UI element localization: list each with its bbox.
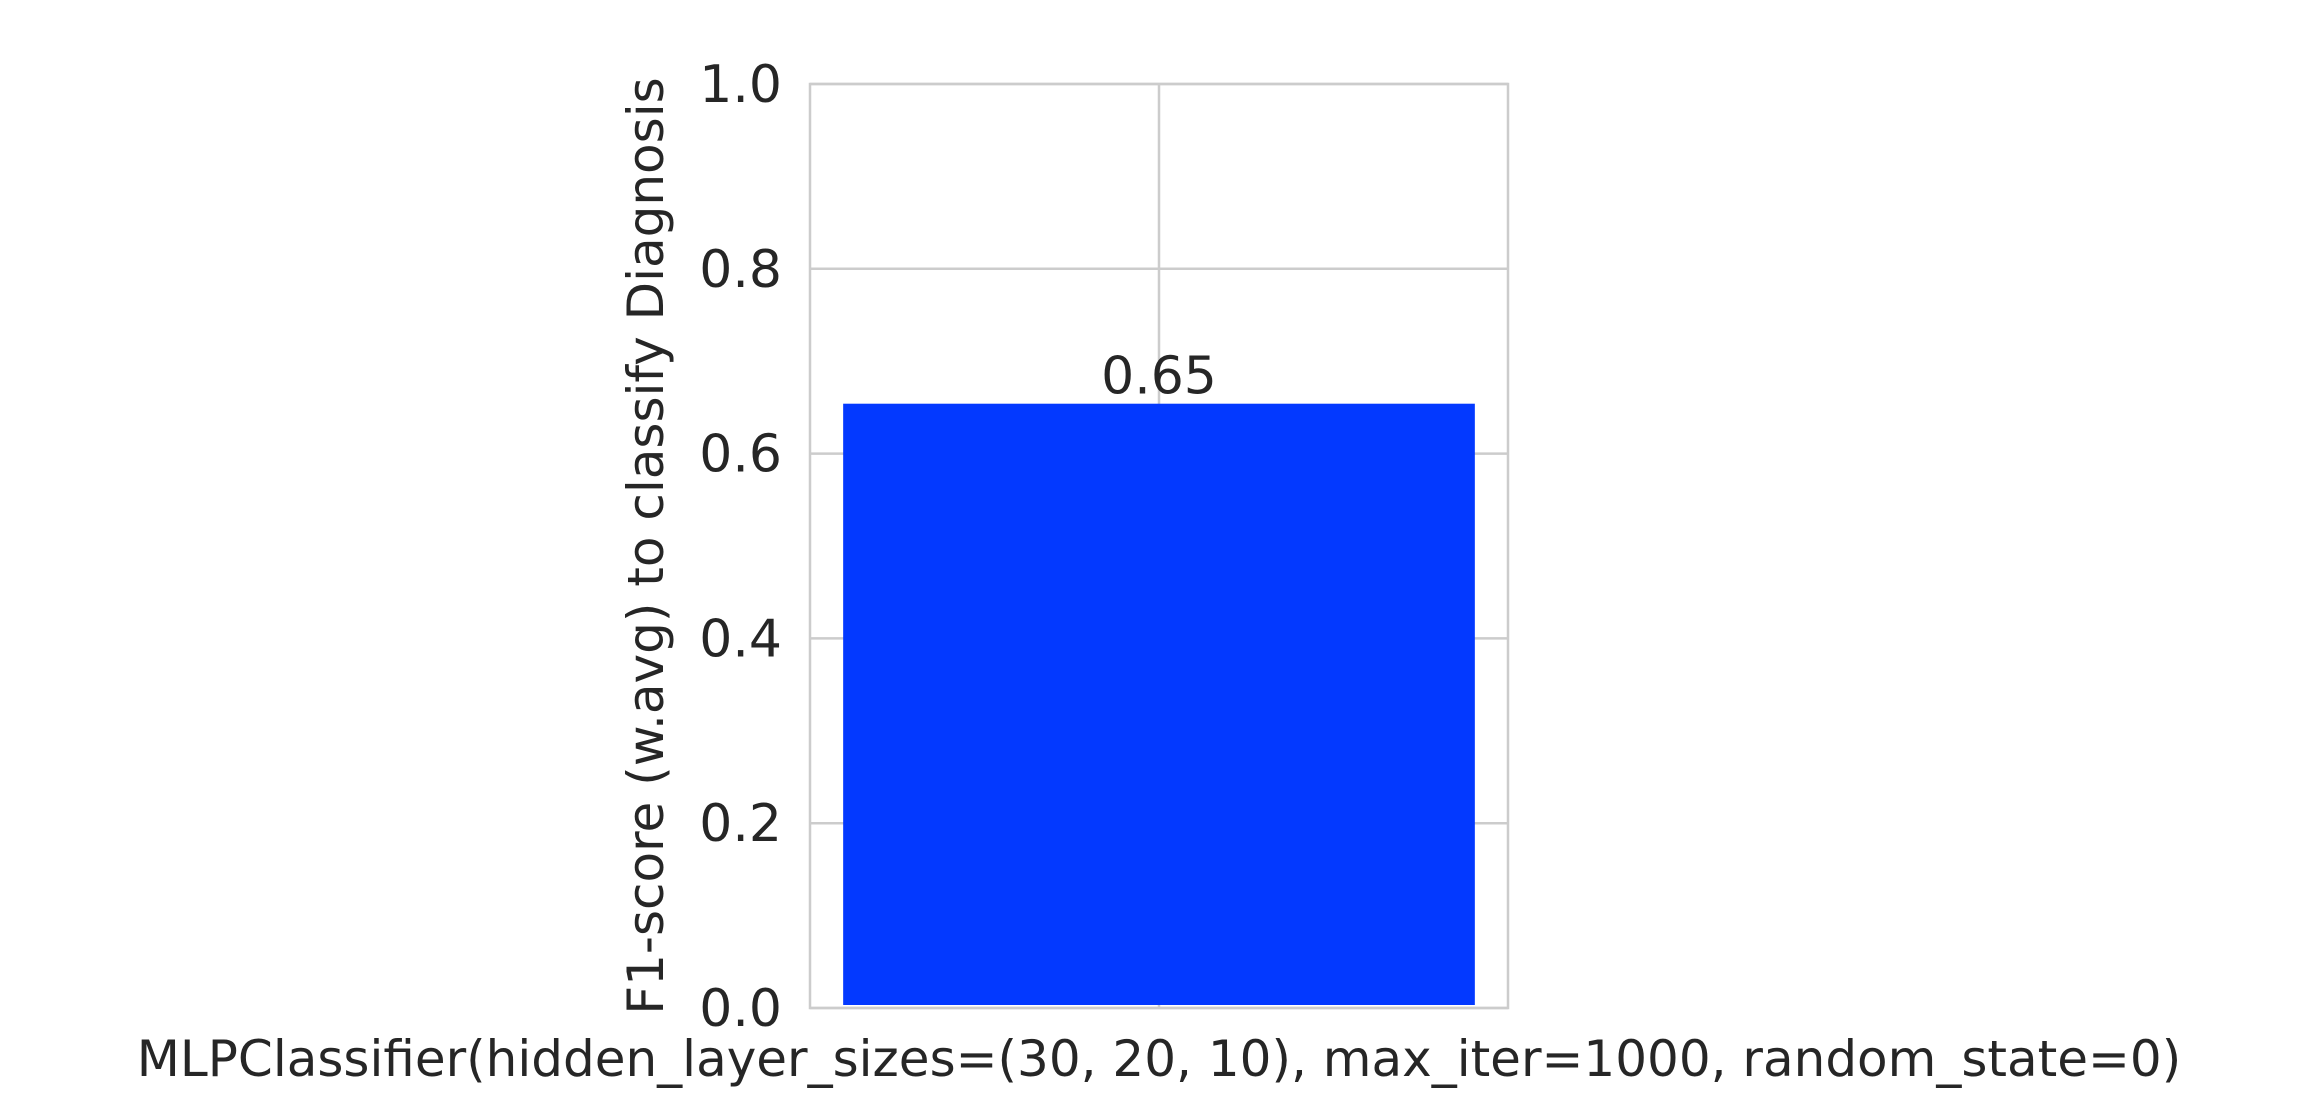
x-tick-label: MLPClassifier(hidden_layer_sizes=(30, 20… <box>137 1030 2181 1088</box>
bar <box>843 403 1475 1006</box>
x-axis-category-labels: MLPClassifier(hidden_layer_sizes=(30, 20… <box>137 1030 2181 1088</box>
y-tick-label: 1.0 <box>699 55 782 115</box>
bars <box>843 403 1475 1006</box>
bar-value-label: 0.65 <box>1101 347 1217 407</box>
y-tick-label: 0.2 <box>699 794 782 854</box>
y-tick-label: 0.8 <box>699 240 782 300</box>
y-tick-label: 0.6 <box>699 425 782 485</box>
plot-frame <box>808 82 1510 1010</box>
y-tick-label: 0.4 <box>699 609 782 669</box>
y-tick-label: 0.0 <box>699 979 782 1039</box>
y-axis-ticks: 0.0 0.2 0.4 0.6 0.8 1.0 <box>699 55 782 1039</box>
y-axis-label: F1-score (w.avg) to classify Diagnosis <box>617 77 675 1014</box>
data-labels: 0.65 <box>1101 347 1217 407</box>
